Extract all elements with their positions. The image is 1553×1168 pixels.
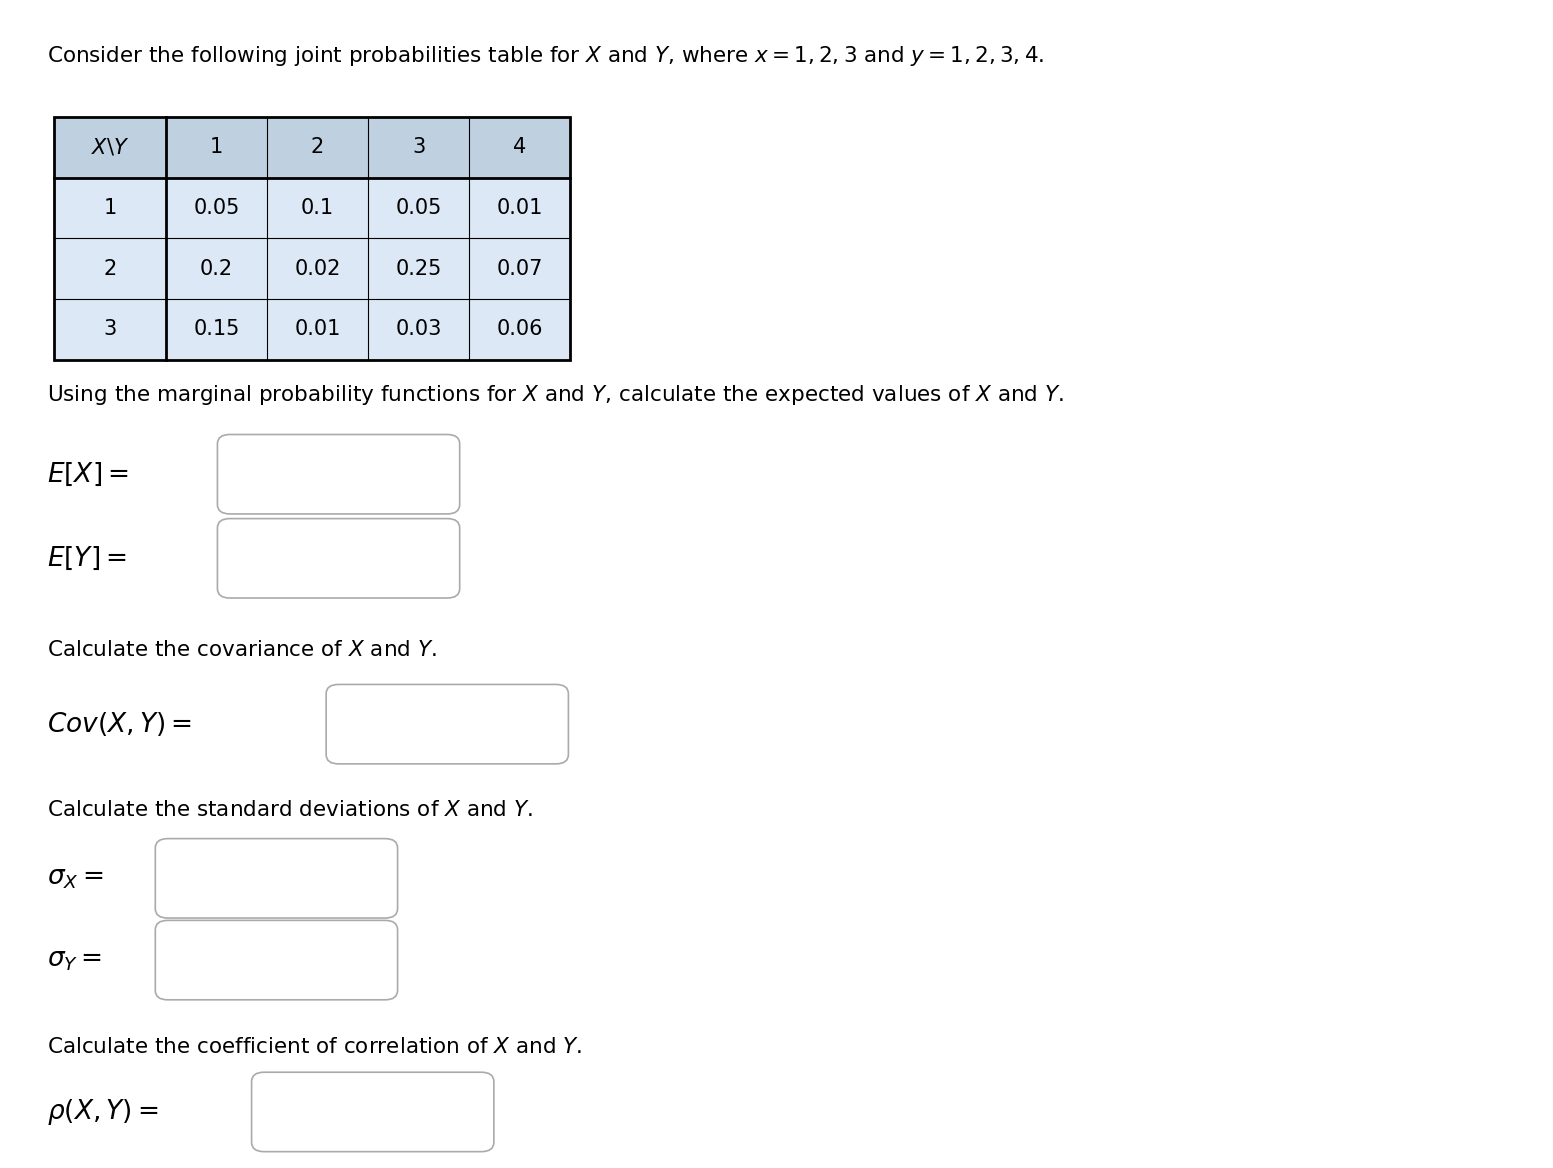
Bar bbox=[469, 238, 570, 299]
Text: 0.03: 0.03 bbox=[396, 319, 441, 340]
Text: 0.01: 0.01 bbox=[295, 319, 340, 340]
FancyBboxPatch shape bbox=[217, 434, 460, 514]
Text: 0.07: 0.07 bbox=[497, 258, 542, 279]
Bar bbox=[166, 178, 267, 238]
Bar bbox=[54, 117, 166, 178]
Text: $\sigma_Y =$: $\sigma_Y =$ bbox=[47, 947, 102, 973]
FancyBboxPatch shape bbox=[155, 839, 398, 918]
Text: $\sigma_X =$: $\sigma_X =$ bbox=[47, 865, 102, 891]
Text: 0.01: 0.01 bbox=[497, 197, 542, 218]
Bar bbox=[368, 238, 469, 299]
Bar bbox=[368, 178, 469, 238]
Bar bbox=[267, 238, 368, 299]
Text: Calculate the covariance of $X$ and $Y$.: Calculate the covariance of $X$ and $Y$. bbox=[47, 640, 436, 660]
Bar bbox=[166, 238, 267, 299]
Text: 0.15: 0.15 bbox=[194, 319, 239, 340]
Text: 4: 4 bbox=[512, 137, 526, 158]
Bar bbox=[54, 299, 166, 360]
Text: $\rho(X, Y) =$: $\rho(X, Y) =$ bbox=[47, 1097, 158, 1127]
Text: $E[X] =$: $E[X] =$ bbox=[47, 460, 129, 488]
FancyBboxPatch shape bbox=[326, 684, 568, 764]
Bar bbox=[166, 299, 267, 360]
FancyBboxPatch shape bbox=[217, 519, 460, 598]
Bar bbox=[469, 117, 570, 178]
Text: 2: 2 bbox=[104, 258, 116, 279]
Bar bbox=[166, 117, 267, 178]
Text: $E[Y] =$: $E[Y] =$ bbox=[47, 544, 126, 572]
Text: 3: 3 bbox=[104, 319, 116, 340]
Bar bbox=[469, 178, 570, 238]
FancyBboxPatch shape bbox=[155, 920, 398, 1000]
Text: $\mathit{Cov}(X, Y) =$: $\mathit{Cov}(X, Y) =$ bbox=[47, 710, 191, 738]
Text: 2: 2 bbox=[311, 137, 325, 158]
Text: 0.05: 0.05 bbox=[194, 197, 239, 218]
Text: Using the marginal probability functions for $X$ and $Y$, calculate the expected: Using the marginal probability functions… bbox=[47, 383, 1064, 408]
Bar bbox=[267, 299, 368, 360]
Text: 0.25: 0.25 bbox=[396, 258, 441, 279]
Bar bbox=[54, 178, 166, 238]
Text: 0.05: 0.05 bbox=[396, 197, 441, 218]
FancyBboxPatch shape bbox=[252, 1072, 494, 1152]
Text: Consider the following joint probabilities table for $X$ and $Y$, where $x = 1, : Consider the following joint probabiliti… bbox=[47, 44, 1044, 69]
Text: 0.1: 0.1 bbox=[301, 197, 334, 218]
Bar bbox=[469, 299, 570, 360]
Bar bbox=[54, 117, 570, 360]
Text: 1: 1 bbox=[104, 197, 116, 218]
Bar bbox=[267, 178, 368, 238]
Text: $X\backslash Y$: $X\backslash Y$ bbox=[92, 137, 129, 158]
Text: 0.06: 0.06 bbox=[497, 319, 542, 340]
Text: Calculate the coefficient of correlation of $X$ and $Y$.: Calculate the coefficient of correlation… bbox=[47, 1037, 582, 1057]
Text: Calculate the standard deviations of $X$ and $Y$.: Calculate the standard deviations of $X$… bbox=[47, 800, 533, 820]
Bar bbox=[368, 299, 469, 360]
Text: 0.2: 0.2 bbox=[200, 258, 233, 279]
Text: 1: 1 bbox=[210, 137, 224, 158]
Bar bbox=[54, 238, 166, 299]
Text: 3: 3 bbox=[412, 137, 426, 158]
Text: 0.02: 0.02 bbox=[295, 258, 340, 279]
Bar bbox=[368, 117, 469, 178]
Bar bbox=[267, 117, 368, 178]
